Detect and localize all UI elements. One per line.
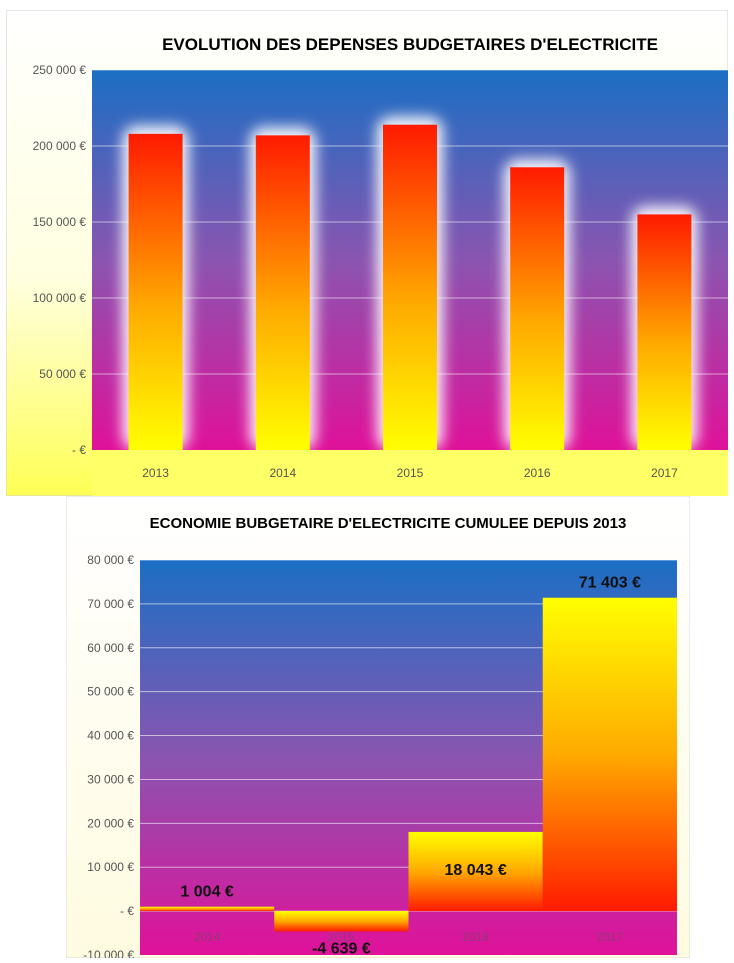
chart2-data-label: -4 639 € — [312, 940, 371, 957]
chart2-bar — [274, 911, 409, 932]
chart-savings: ECONOMIE BUBGETAIRE D'ELECTRICITE CUMULE… — [66, 496, 690, 958]
chart2-bar — [542, 597, 677, 912]
chart2-x-tick-label: 2015 — [328, 930, 355, 944]
chart1-y-tick-label: 100 000 € — [33, 291, 87, 305]
chart1-bar — [255, 135, 310, 451]
chart2-title: ECONOMIE BUBGETAIRE D'ELECTRICITE CUMULE… — [150, 515, 627, 532]
chart1-title: EVOLUTION DES DEPENSES BUDGETAIRES D'ELE… — [162, 35, 658, 54]
chart1-y-tick-label: 250 000 € — [33, 63, 87, 77]
chart1-bar — [637, 214, 692, 450]
chart2-x-tick-label: 2014 — [194, 930, 221, 944]
chart1-x-tick-label: 2015 — [397, 466, 424, 480]
chart2-y-tick-label: 10 000 € — [87, 860, 134, 874]
chart1-y-tick-label: 200 000 € — [33, 139, 87, 153]
chart1-bar — [510, 167, 565, 450]
chart1-bar — [383, 124, 437, 450]
chart2-y-tick-label: 40 000 € — [87, 729, 134, 743]
chart2-bar — [408, 831, 543, 912]
chart2-bar — [140, 906, 275, 912]
chart1-bar — [128, 133, 183, 450]
chart2-x-tick-label: 2016 — [462, 930, 489, 944]
chart2-y-tick-label: 70 000 € — [87, 597, 134, 611]
chart1-x-tick-label: 2014 — [269, 466, 296, 480]
chart2-y-tick-label: 50 000 € — [87, 685, 134, 699]
chart1-y-tick-label: 150 000 € — [33, 215, 87, 229]
chart2-x-tick-label: 2017 — [597, 930, 624, 944]
chart1-y-tick-label: - € — [72, 443, 86, 457]
chart2-y-tick-label: - € — [120, 904, 134, 918]
chart-expenses: EVOLUTION DES DEPENSES BUDGETAIRES D'ELE… — [6, 10, 728, 496]
chart2-data-label: 18 043 € — [444, 862, 506, 879]
chart1-x-tick-label: 2013 — [142, 466, 169, 480]
chart1-x-tick-label: 2016 — [524, 466, 551, 480]
chart2-data-label: 1 004 € — [180, 884, 233, 901]
chart2-data-label: 71 403 € — [579, 575, 641, 592]
chart1-x-tick-label: 2017 — [651, 466, 678, 480]
chart2-y-tick-label: 20 000 € — [87, 816, 134, 830]
chart2-y-tick-label: 30 000 € — [87, 772, 134, 786]
chart2-y-tick-label: 80 000 € — [87, 553, 134, 567]
chart1-y-tick-label: 50 000 € — [39, 367, 86, 381]
chart2-y-tick-label: 60 000 € — [87, 641, 134, 655]
chart1-x-axis-band — [92, 450, 728, 496]
chart2-y-tick-label: -10 000 € — [83, 948, 134, 958]
